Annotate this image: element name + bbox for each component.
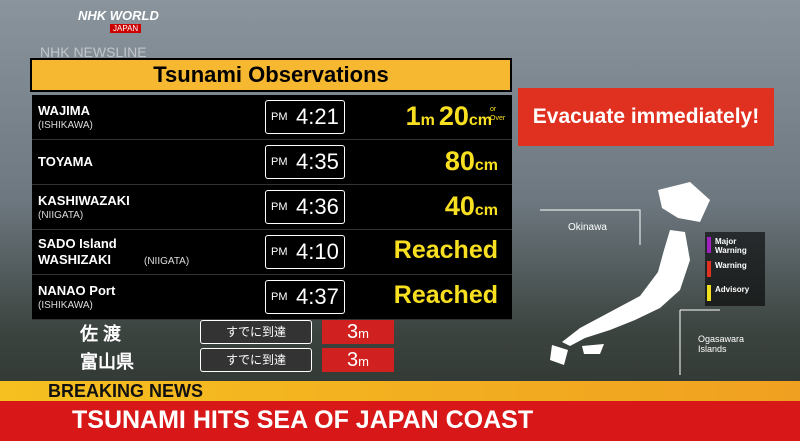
- legend-swatch: [707, 237, 711, 253]
- area: 富山県: [80, 352, 134, 372]
- program-name: NHK NEWSLINE: [40, 44, 147, 60]
- height: 40cm: [445, 191, 498, 222]
- observation-row: KASHIWAZAKI (NIIGATA) PM 4:36 40cm: [32, 185, 512, 230]
- height-unit: m: [358, 326, 369, 341]
- map-legend: Major Warning Warning Advisory: [705, 232, 765, 306]
- location: SADO Island: [38, 236, 117, 251]
- background-row: 佐 渡 すでに到達 3m: [60, 320, 400, 344]
- alert-box: Evacuate immediately!: [518, 88, 774, 146]
- location: WAJIMA: [38, 103, 90, 118]
- ticker-tag-bar: BREAKING NEWS: [0, 381, 800, 401]
- prefecture: (NIIGATA): [144, 256, 190, 267]
- height-unit: m: [358, 354, 369, 369]
- okinawa-frame: [540, 209, 641, 245]
- legend-swatch: [707, 285, 711, 301]
- period: PM: [271, 156, 288, 168]
- height-unit: cm: [474, 202, 498, 219]
- japan-map: [540, 182, 720, 375]
- time-box: PM 4:21: [265, 100, 345, 134]
- prefecture: (NIIGATA): [38, 210, 84, 221]
- height-box: 3m: [322, 348, 394, 372]
- height-unit: cm: [468, 112, 492, 129]
- kyushu: [550, 345, 568, 365]
- observation-row: TOYAMA PM 4:35 80cm: [32, 140, 512, 185]
- time: 4:10: [296, 239, 339, 264]
- ticker-bar: TSUNAMI HITS SEA OF JAPAN COAST: [0, 401, 800, 441]
- time-box: PM 4:10: [265, 235, 345, 269]
- observation-row: SADO Island WASHIZAKI (NIIGATA) PM 4:10 Reach…: [32, 230, 512, 275]
- time: 4:21: [296, 104, 339, 129]
- height-box: 3m: [322, 320, 394, 344]
- location: WASHIZAKI: [38, 252, 111, 267]
- height-unit: cm: [474, 157, 498, 174]
- area: 佐 渡: [80, 324, 122, 344]
- height-number: 3: [347, 321, 359, 343]
- map-label: Okinawa: [568, 222, 607, 233]
- ticker-tag: BREAKING NEWS: [48, 381, 204, 401]
- time-box: PM 4:37: [265, 280, 345, 314]
- height: 80cm: [445, 146, 498, 177]
- height-unit: m: [420, 112, 435, 129]
- prefecture: (ISHIKAWA): [38, 120, 93, 131]
- height-number: 40: [444, 191, 475, 221]
- panel-title: Tsunami Observations: [30, 58, 512, 92]
- legend-label: Warning: [715, 261, 747, 270]
- background-row: 富山県 すでに到達 3m: [60, 348, 400, 372]
- height-number: 80: [444, 146, 475, 176]
- legend-item: Advisory: [705, 282, 765, 304]
- height: Reached: [394, 281, 498, 310]
- logo-region: JAPAN: [110, 24, 142, 33]
- map-label: Ogasawara Islands: [698, 334, 745, 354]
- time-box: PM 4:35: [265, 145, 345, 179]
- location: KASHIWAZAKI: [38, 193, 130, 208]
- status: Reached: [393, 236, 498, 264]
- location: NANAO Port: [38, 283, 116, 298]
- prefecture: (ISHIKAWA): [38, 300, 93, 311]
- height: Reached: [394, 236, 498, 265]
- height-number: 20: [438, 101, 469, 131]
- period: PM: [271, 246, 288, 258]
- shikoku: [582, 344, 604, 354]
- time-box: PM 4:36: [265, 190, 345, 224]
- period: PM: [271, 291, 288, 303]
- period: PM: [271, 111, 288, 123]
- status: Reached: [393, 281, 498, 309]
- period: PM: [271, 201, 288, 213]
- time: 4:36: [296, 194, 339, 219]
- status-box: すでに到達: [200, 348, 312, 372]
- status-box: すでに到達: [200, 320, 312, 344]
- observation-row: NANAO Port (ISHIKAWA) PM 4:37 Reached: [32, 275, 512, 320]
- hokkaido: [658, 182, 710, 222]
- legend-item: Major Warning: [705, 234, 765, 256]
- logo-brand: NHK WORLD: [78, 8, 159, 23]
- height-number: 1: [405, 101, 421, 131]
- height-number: 3: [347, 349, 359, 371]
- legend-item: Warning: [705, 258, 765, 280]
- legend-label: Advisory: [715, 285, 750, 294]
- time: 4:35: [296, 149, 339, 174]
- legend-label: Major Warning: [715, 237, 747, 255]
- ogasawara-frame: [679, 309, 720, 375]
- height: 1m 20cm: [406, 101, 492, 132]
- legend-swatch: [707, 261, 711, 277]
- height-note: or Over: [490, 106, 506, 122]
- honshu: [562, 230, 690, 346]
- observation-row: WAJIMA (ISHIKAWA) PM 4:21 1m 20cm or Over: [32, 95, 512, 140]
- time: 4:37: [296, 284, 339, 309]
- location: TOYAMA: [38, 154, 93, 169]
- ticker-headline: TSUNAMI HITS SEA OF JAPAN COAST: [72, 406, 534, 434]
